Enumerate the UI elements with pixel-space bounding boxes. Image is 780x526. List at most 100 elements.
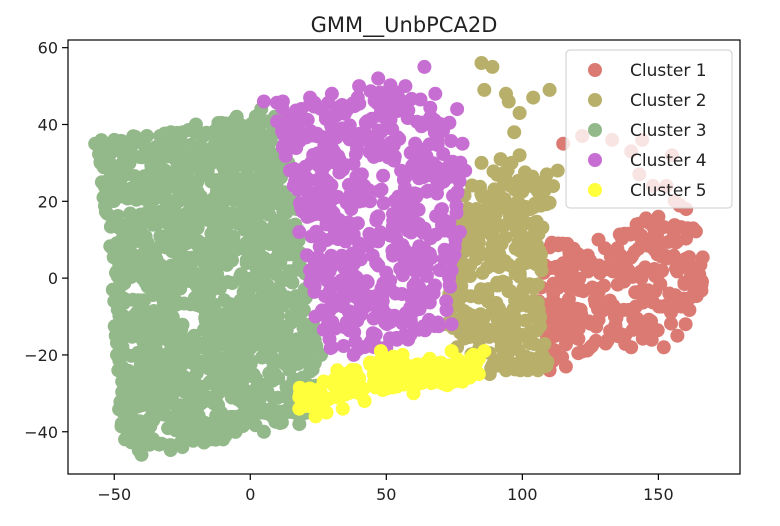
point [318, 172, 332, 187]
point [692, 267, 707, 282]
point [324, 340, 339, 355]
point [330, 155, 345, 170]
y-tick-label: 40 [38, 115, 58, 134]
point [455, 374, 470, 389]
point [320, 109, 335, 124]
point [652, 299, 666, 314]
point [345, 96, 360, 111]
point [474, 56, 489, 70]
point [248, 192, 263, 207]
point [239, 301, 254, 316]
point [395, 268, 410, 283]
point [336, 339, 351, 353]
point [644, 332, 659, 347]
point [267, 236, 282, 251]
point [371, 209, 386, 224]
point [222, 417, 237, 432]
point [499, 363, 513, 378]
point [463, 269, 478, 283]
point [319, 405, 334, 420]
point [387, 149, 402, 164]
point [534, 263, 549, 278]
point [404, 91, 419, 106]
point [260, 131, 275, 146]
point [225, 276, 240, 291]
point [238, 369, 253, 384]
point [110, 209, 125, 223]
point [509, 225, 524, 239]
point [171, 375, 186, 390]
point [347, 191, 362, 205]
point [184, 384, 199, 399]
point [667, 252, 682, 266]
point [189, 366, 204, 381]
point [433, 355, 448, 370]
point [251, 172, 265, 186]
point [104, 240, 119, 255]
point [477, 344, 492, 359]
point [571, 346, 586, 361]
point [324, 374, 339, 389]
point [286, 178, 301, 193]
point [319, 217, 334, 232]
point [157, 288, 172, 303]
point [187, 176, 202, 191]
point [314, 347, 328, 362]
point [137, 344, 151, 359]
point [238, 383, 253, 398]
point [583, 340, 598, 355]
point [292, 401, 307, 416]
point [558, 359, 573, 374]
point [213, 281, 227, 296]
point [421, 183, 436, 198]
point [493, 353, 507, 368]
point [678, 317, 693, 332]
point [537, 337, 552, 351]
point [305, 333, 320, 348]
point [152, 406, 167, 421]
point [498, 275, 513, 290]
point [346, 347, 361, 362]
point [217, 165, 232, 180]
point [208, 328, 223, 343]
point [219, 119, 234, 133]
point [210, 183, 224, 198]
point [259, 198, 274, 213]
point [444, 253, 459, 267]
point [292, 417, 307, 432]
point [651, 209, 666, 224]
point [539, 167, 554, 182]
point [326, 206, 341, 221]
point [444, 134, 459, 148]
point [260, 311, 275, 326]
point [229, 109, 244, 124]
point [117, 389, 132, 404]
point [624, 340, 639, 355]
point [518, 313, 533, 328]
point [176, 125, 190, 140]
point [118, 432, 133, 447]
point [620, 268, 635, 283]
point [357, 394, 372, 408]
point [107, 132, 122, 147]
point [482, 367, 497, 382]
point [105, 282, 120, 297]
point [134, 224, 148, 239]
point [379, 378, 394, 393]
point [383, 315, 398, 330]
point [157, 126, 172, 141]
point [504, 155, 519, 170]
point [550, 163, 565, 178]
point [231, 342, 246, 357]
point [383, 353, 398, 368]
point [150, 351, 165, 366]
axes: −50 0 50 100 150 −40 −20 0 20 40 60 [24, 39, 741, 504]
point [670, 328, 685, 343]
point [452, 174, 467, 189]
point [613, 248, 628, 263]
point [477, 286, 492, 301]
point [374, 182, 389, 197]
point [134, 447, 149, 462]
point [197, 322, 211, 337]
point [189, 417, 204, 432]
